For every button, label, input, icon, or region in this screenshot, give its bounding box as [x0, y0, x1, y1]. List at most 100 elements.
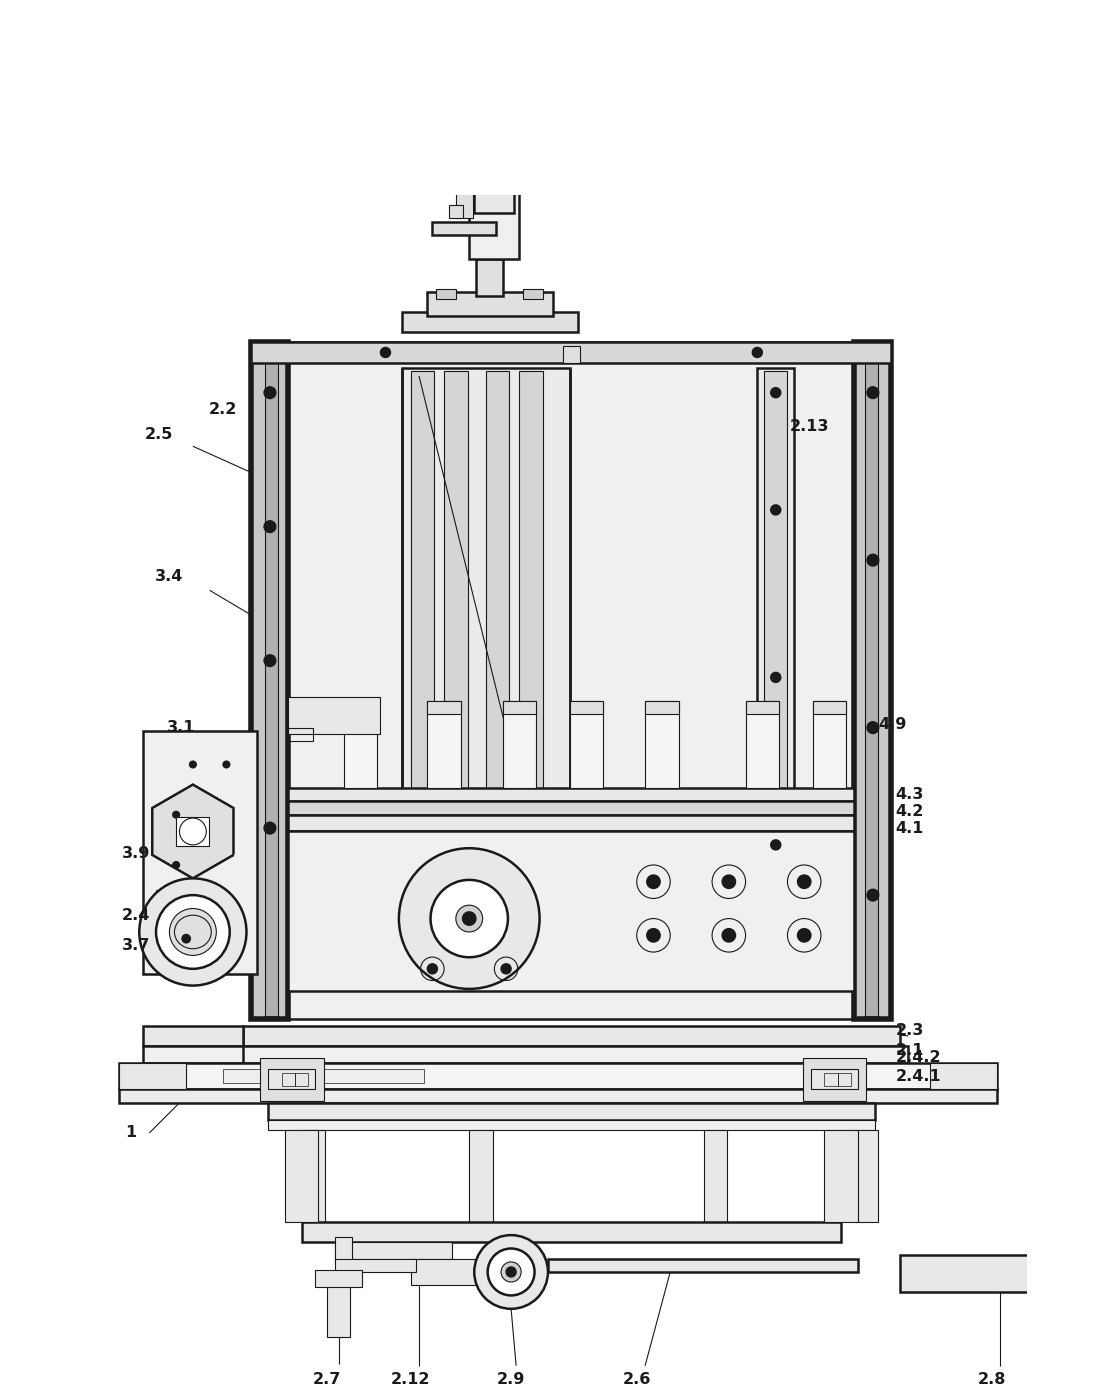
Bar	[435, 288, 455, 298]
Bar	[570, 700, 604, 714]
Bar	[489, 15, 502, 29]
Circle shape	[264, 520, 276, 533]
Circle shape	[455, 906, 482, 932]
Bar	[402, 368, 570, 902]
Circle shape	[752, 347, 762, 358]
Circle shape	[474, 1234, 548, 1309]
Polygon shape	[176, 817, 210, 846]
Text: 1: 1	[125, 1125, 136, 1140]
Text: 2.8: 2.8	[978, 1372, 1006, 1387]
Bar	[344, 700, 377, 714]
Text: 2.9: 2.9	[497, 1372, 526, 1387]
Bar	[288, 814, 855, 831]
Bar	[288, 728, 314, 741]
Bar	[474, 166, 514, 214]
Circle shape	[462, 911, 475, 925]
Circle shape	[488, 1248, 535, 1295]
Bar	[930, 1062, 997, 1089]
Circle shape	[722, 875, 735, 889]
Bar	[295, 1072, 308, 1086]
Text: 4.3: 4.3	[895, 788, 924, 802]
Circle shape	[798, 875, 811, 889]
Circle shape	[647, 929, 661, 942]
Bar	[469, 1129, 492, 1222]
Bar	[825, 1129, 858, 1222]
Bar	[335, 1237, 352, 1264]
Bar	[1064, 1265, 1089, 1282]
Bar	[251, 343, 892, 362]
Circle shape	[173, 861, 180, 868]
Bar	[285, 1129, 318, 1222]
Bar	[301, 1129, 325, 1222]
Bar	[570, 700, 604, 788]
Bar	[335, 1241, 452, 1258]
Bar	[812, 700, 846, 788]
Bar	[344, 700, 377, 788]
Bar	[1030, 1262, 1067, 1286]
Bar	[143, 1046, 243, 1062]
Bar	[427, 293, 552, 316]
Bar	[449, 205, 462, 219]
Text: 2.4: 2.4	[122, 907, 151, 922]
Bar	[402, 312, 578, 333]
Bar	[825, 1072, 838, 1086]
Circle shape	[506, 1266, 516, 1277]
Bar	[156, 890, 190, 940]
Circle shape	[182, 935, 191, 943]
Bar	[143, 731, 257, 974]
Bar	[811, 1069, 858, 1089]
Bar	[288, 698, 381, 734]
Bar	[288, 831, 855, 990]
Text: 2.3: 2.3	[895, 1024, 924, 1039]
Bar	[432, 222, 496, 236]
Text: 2.6: 2.6	[623, 1372, 651, 1387]
Circle shape	[170, 908, 217, 956]
Text: 2.12: 2.12	[391, 1372, 431, 1387]
Circle shape	[180, 818, 206, 845]
Bar	[645, 700, 679, 714]
Circle shape	[867, 889, 878, 902]
Bar	[315, 1270, 362, 1287]
Bar	[268, 1119, 875, 1129]
Bar	[251, 343, 892, 1019]
Bar	[223, 1069, 424, 1083]
Bar	[288, 802, 855, 814]
Bar	[502, 700, 536, 714]
Bar	[745, 700, 779, 714]
Circle shape	[427, 964, 437, 974]
Text: 2.7: 2.7	[312, 1372, 341, 1387]
Circle shape	[264, 387, 276, 398]
Bar	[865, 345, 878, 1015]
Bar	[469, 125, 519, 258]
Bar	[119, 1089, 997, 1103]
Circle shape	[501, 1262, 521, 1282]
Bar	[758, 368, 795, 902]
Bar	[251, 343, 288, 1019]
Circle shape	[722, 929, 735, 942]
Text: 2.2: 2.2	[209, 402, 238, 417]
Bar	[411, 1258, 494, 1286]
Bar	[519, 370, 542, 900]
Bar	[260, 1057, 324, 1101]
Bar	[268, 1103, 875, 1119]
Circle shape	[173, 811, 180, 818]
Bar	[745, 700, 779, 788]
Text: 2.1: 2.1	[895, 1043, 924, 1058]
Circle shape	[140, 878, 247, 986]
Text: 4.2: 4.2	[895, 804, 924, 818]
Bar	[502, 700, 536, 788]
Bar	[899, 1255, 1033, 1293]
Bar	[327, 1279, 350, 1337]
Bar	[119, 1062, 186, 1089]
Circle shape	[867, 721, 878, 734]
Bar	[234, 1046, 908, 1062]
Circle shape	[771, 387, 781, 398]
Bar	[475, 258, 502, 295]
Bar	[855, 1129, 878, 1222]
Text: 2.5: 2.5	[145, 427, 174, 442]
Text: 2.4.2: 2.4.2	[895, 1050, 941, 1065]
Bar	[704, 1129, 728, 1222]
Bar	[143, 1026, 243, 1046]
Circle shape	[501, 964, 511, 974]
Bar	[119, 1062, 997, 1089]
